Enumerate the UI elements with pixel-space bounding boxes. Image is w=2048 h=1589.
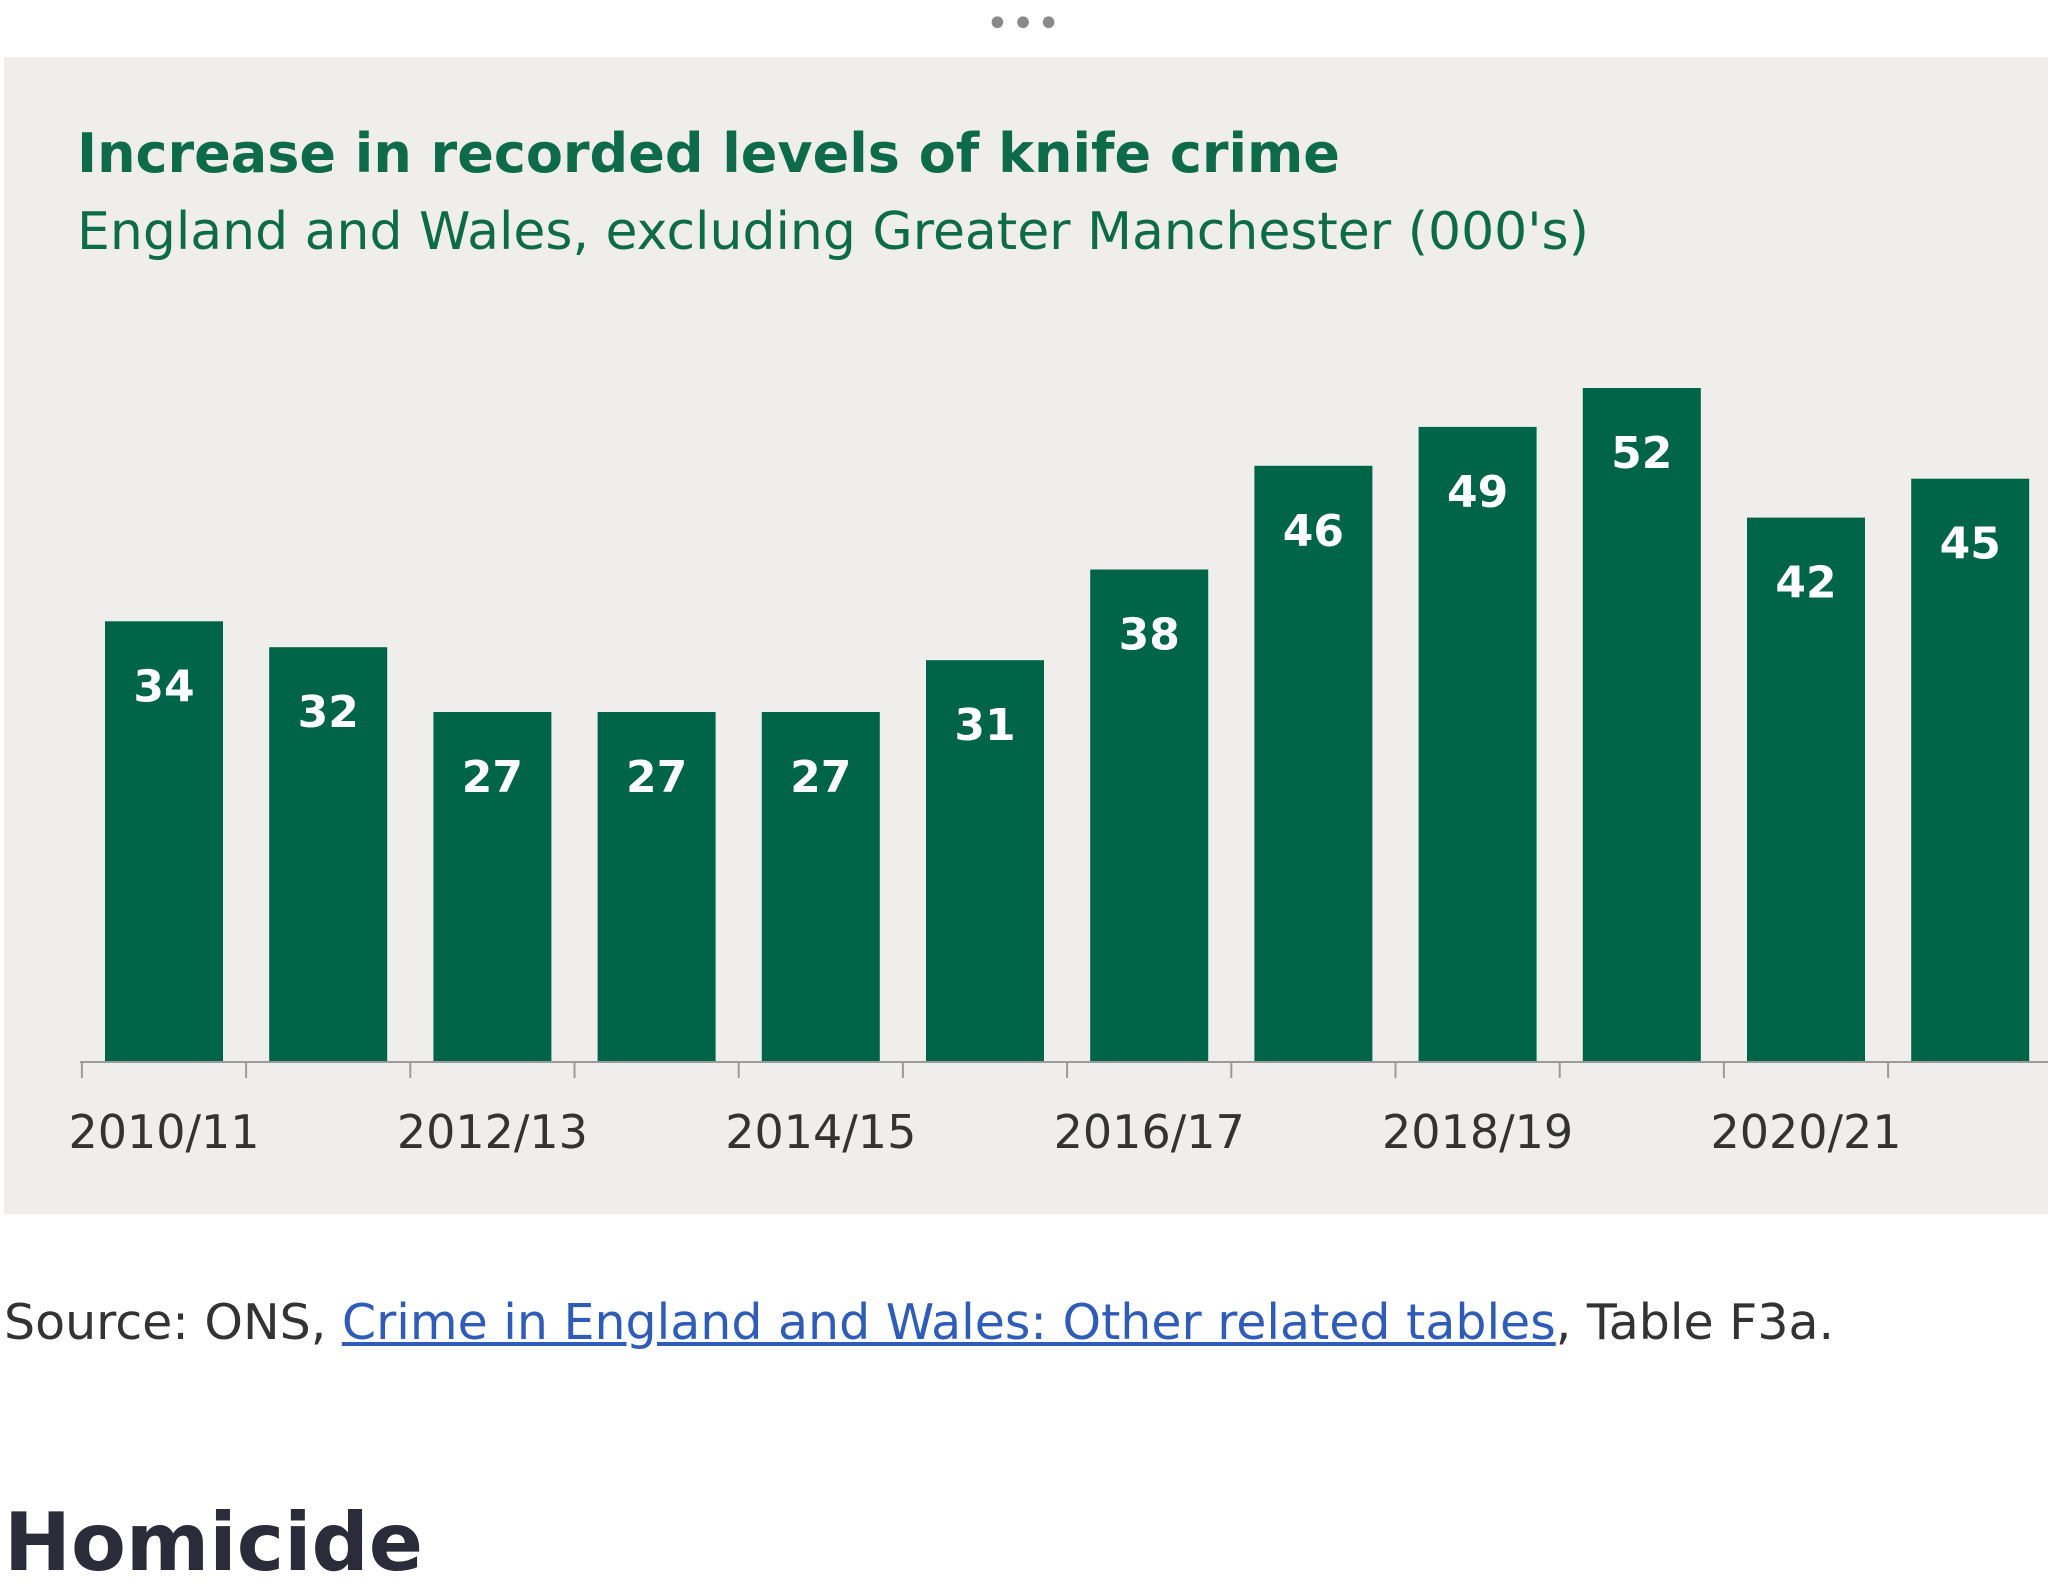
bar-2013-14 [597, 712, 716, 1062]
section-heading: Homicide [4, 1496, 424, 1589]
data-label: 34 [133, 661, 194, 712]
source-suffix: , Table F3a. [1555, 1294, 1835, 1351]
x-tick-label: 2014/15 [725, 1105, 916, 1159]
x-axis: 2010/11 2012/13 2014/15 2016/17 2018/19 2020/… [68, 1061, 2048, 1159]
x-tick-label: 2012/13 [397, 1105, 588, 1159]
data-label: 31 [954, 700, 1015, 751]
bar-2017-18 [1254, 465, 1373, 1062]
source-note: Source: ONS, Crime in England and Wales:… [4, 1294, 1834, 1351]
bar-2014-15 [761, 712, 880, 1062]
source-prefix: Source: ONS, [4, 1294, 342, 1351]
bar-2016-17 [1090, 569, 1209, 1062]
data-label: 27 [462, 752, 523, 803]
bar-2019-20 [1582, 388, 1701, 1062]
chart-subtitle: England and Wales, excluding Greater Man… [77, 202, 1589, 262]
data-label: 32 [298, 687, 359, 738]
data-label: 45 [1940, 519, 2001, 570]
x-tick-label: 2010/11 [68, 1105, 259, 1159]
data-label: 52 [1611, 428, 1672, 479]
data-label: 38 [1119, 610, 1180, 661]
data-labels-layer: 34 32 27 27 27 31 38 46 49 52 42 45 [133, 428, 2000, 803]
bar-2012-13 [433, 712, 552, 1062]
bar-2015-16 [926, 660, 1044, 1062]
data-label: 42 [1775, 558, 1836, 609]
bar-2021-22 [1911, 478, 2030, 1062]
data-label: 27 [790, 752, 851, 803]
bars-layer [105, 388, 2030, 1062]
data-label: 49 [1447, 467, 1508, 518]
bar-2018-19 [1418, 426, 1537, 1062]
source-link[interactable]: Crime in England and Wales: Other relate… [341, 1294, 1556, 1351]
bar-2020-21 [1747, 517, 1865, 1062]
bar-2010-11 [105, 621, 223, 1062]
data-label: 27 [626, 752, 687, 803]
data-label: 46 [1283, 506, 1344, 557]
x-tick-label: 2016/17 [1054, 1105, 1245, 1159]
chart-title: Increase in recorded levels of knife cri… [77, 122, 1340, 185]
x-tick-label: 2018/19 [1382, 1105, 1573, 1159]
x-tick-label: 2020/21 [1710, 1105, 1901, 1159]
bar-2011-12 [269, 647, 388, 1062]
